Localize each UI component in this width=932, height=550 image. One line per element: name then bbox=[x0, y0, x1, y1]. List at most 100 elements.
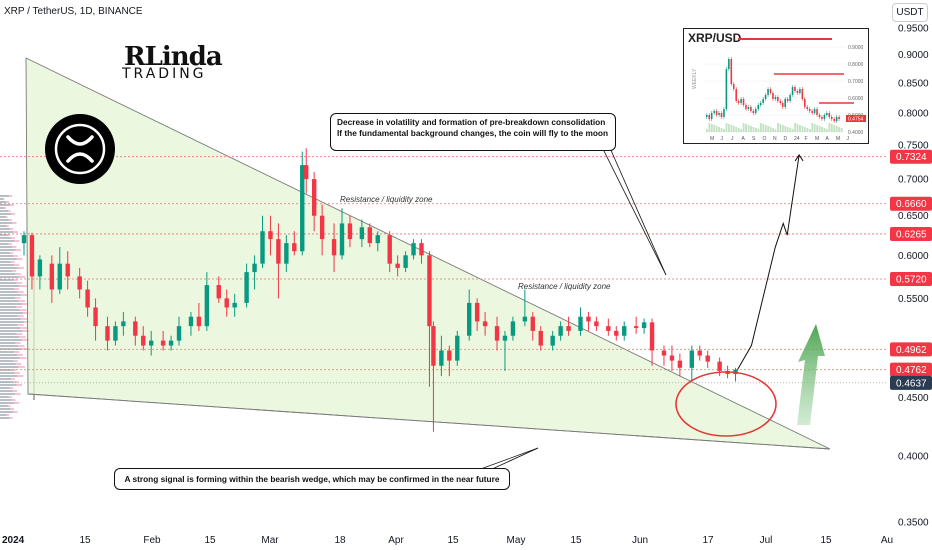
inset-volume-bar bbox=[784, 126, 787, 132]
projection-path bbox=[737, 154, 800, 370]
inset-volume-bar bbox=[774, 129, 777, 132]
callout-bottom-pointer-1 bbox=[477, 447, 539, 471]
candle bbox=[196, 302, 202, 331]
volume-profile-bar bbox=[15, 249, 21, 251]
volume-profile-bar bbox=[0, 375, 18, 377]
volume-profile-bar bbox=[0, 330, 23, 332]
inset-volume-bar bbox=[732, 126, 735, 132]
volume-profile-bar bbox=[12, 390, 18, 392]
candle bbox=[168, 335, 174, 351]
candle bbox=[292, 231, 297, 256]
candle bbox=[550, 330, 555, 351]
inset-volume-bar bbox=[813, 124, 816, 132]
candle bbox=[141, 326, 146, 351]
volume-profile-bar bbox=[0, 246, 13, 248]
time-tick-label: 15 bbox=[79, 535, 91, 546]
inset-volume-bar bbox=[796, 124, 799, 132]
volume-profile-bar bbox=[0, 198, 4, 200]
volume-profile-bar bbox=[0, 267, 18, 269]
time-tick-label: 15 bbox=[204, 535, 216, 546]
time-tick-label: 17 bbox=[702, 535, 714, 546]
inset-month-label: M bbox=[710, 136, 714, 142]
candle bbox=[276, 223, 281, 299]
candle bbox=[586, 312, 591, 331]
candle bbox=[606, 318, 611, 336]
volume-profile-bar bbox=[0, 417, 10, 419]
price-level-label: 0.7324 bbox=[896, 152, 927, 163]
time-axis: 2024 15 Feb 15 Mar 18 Apr 15 May 15 Jun 17 Jul 15 Au bbox=[2, 535, 893, 546]
candle bbox=[21, 231, 27, 256]
volume-profile-bar bbox=[0, 366, 19, 368]
volume-profile-bar bbox=[0, 327, 21, 329]
volume-profile-bar bbox=[12, 246, 17, 248]
inset-volume-bar bbox=[730, 125, 733, 132]
candle bbox=[455, 330, 460, 366]
candles bbox=[21, 148, 804, 432]
volume-profile-bar bbox=[19, 357, 27, 359]
inset-volume-bar bbox=[740, 129, 743, 132]
price-tick-label: 0.8500 bbox=[898, 79, 929, 90]
volume-profile-bar bbox=[0, 252, 10, 254]
inset-volume-bar bbox=[801, 126, 804, 132]
time-tick-label: Apr bbox=[388, 535, 404, 546]
inset-volume-bar bbox=[759, 123, 762, 132]
price-tick-label: 0.9000 bbox=[898, 50, 929, 61]
inset-volume-bar bbox=[718, 127, 721, 132]
volume-profile-bar bbox=[0, 300, 19, 302]
inset-volume-bar bbox=[720, 128, 723, 132]
volume-profile-bar bbox=[20, 327, 28, 329]
volume-profile-bar bbox=[0, 387, 10, 389]
inset-volume-bar bbox=[735, 127, 738, 132]
time-tick-label: 18 bbox=[334, 535, 346, 546]
candle bbox=[578, 307, 583, 336]
time-tick-label: Au bbox=[881, 535, 893, 546]
candle bbox=[447, 345, 452, 377]
callout-top-pointer-1 bbox=[597, 138, 667, 276]
candle bbox=[689, 345, 694, 382]
inset-month-label: O bbox=[763, 136, 767, 142]
inset-volume-bar bbox=[804, 127, 806, 132]
candle bbox=[224, 289, 229, 317]
inset-tick: 0.8000 bbox=[848, 62, 864, 68]
candle bbox=[204, 272, 210, 331]
brand-sub: TRADING bbox=[122, 66, 207, 82]
candle bbox=[558, 321, 563, 341]
price-level-tag: 0.4762 bbox=[890, 362, 932, 377]
volume-profile-bar bbox=[0, 222, 13, 224]
price-tick-label: 0.6500 bbox=[898, 211, 929, 222]
price-level-label: 0.6660 bbox=[896, 199, 927, 210]
time-tick-label: Jun bbox=[632, 535, 648, 546]
inset-tick: 0.6000 bbox=[848, 96, 864, 102]
volume-profile-bar bbox=[0, 291, 18, 293]
volume-profile-bar bbox=[11, 237, 15, 239]
inset-volume-bar bbox=[713, 125, 716, 132]
candle bbox=[467, 289, 472, 341]
volume-profile-bar bbox=[16, 354, 23, 356]
volume-profile-bar bbox=[0, 315, 18, 317]
volume-profile-bar bbox=[17, 315, 24, 317]
resistance-zone-label-1: Resistance / liquidity zone bbox=[340, 195, 433, 204]
inset-month-label: A bbox=[742, 136, 746, 142]
volume-profile-bar bbox=[0, 288, 15, 290]
volume-profile-bar bbox=[19, 336, 26, 338]
price-tick-label: 0.6000 bbox=[898, 251, 929, 262]
currency-selector[interactable]: USDT bbox=[892, 3, 928, 22]
candle bbox=[85, 280, 90, 317]
volume-profile-bar bbox=[20, 294, 29, 296]
inset-volume-bar bbox=[818, 126, 821, 132]
candle bbox=[431, 321, 436, 432]
volume-profile-bar bbox=[0, 339, 22, 341]
inset-volume-bar bbox=[728, 124, 730, 132]
inset-volume-bar bbox=[826, 129, 828, 132]
candle bbox=[65, 251, 70, 290]
volume-profile-bar bbox=[0, 360, 14, 362]
time-tick-label: Jul bbox=[760, 535, 773, 546]
symbol-title: XRP / TetherUS, 1D, BINANCE bbox=[4, 6, 143, 17]
current-price-tag: 0.4637 bbox=[890, 375, 932, 390]
volume-profile-bar bbox=[0, 237, 12, 239]
volume-profile-bar bbox=[7, 405, 11, 407]
inset-volume-bar bbox=[757, 129, 760, 132]
price-level-tag: 0.4962 bbox=[890, 342, 932, 357]
candle bbox=[633, 316, 639, 334]
